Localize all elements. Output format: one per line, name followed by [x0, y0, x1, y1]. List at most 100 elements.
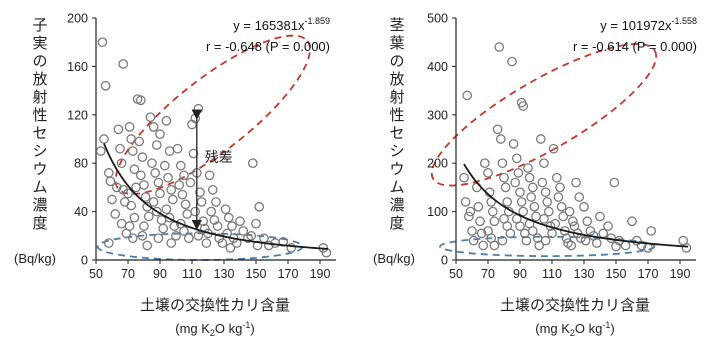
x-tick-label: 110	[182, 267, 202, 281]
y-tick-label: 160	[67, 60, 88, 74]
data-point	[537, 177, 548, 188]
y-axis-label-char: 性	[389, 106, 404, 124]
data-point	[153, 233, 164, 244]
data-point	[190, 206, 201, 217]
data-point	[207, 184, 218, 195]
data-point	[564, 206, 575, 217]
data-point	[220, 204, 231, 215]
x-tick-label: 70	[121, 267, 135, 281]
x-tick-label: 90	[153, 267, 167, 281]
data-point	[145, 112, 156, 123]
y-tick-label: 0	[81, 254, 88, 268]
y-axis-label-char: 射	[32, 88, 47, 106]
data-point	[539, 214, 549, 224]
data-point	[139, 180, 149, 190]
data-point	[553, 192, 564, 202]
data-point	[492, 124, 503, 135]
data-point	[540, 235, 551, 246]
x-tick-label: 90	[513, 267, 527, 281]
fit-equation-base: y = 165381x	[233, 18, 305, 33]
y-tick-label: 400	[427, 60, 448, 74]
data-point	[580, 235, 591, 246]
x-tick-label: 190	[670, 267, 691, 281]
data-point	[252, 240, 263, 251]
data-point	[473, 201, 484, 212]
y-axis-label-char: シ	[389, 142, 404, 160]
data-point	[182, 209, 193, 219]
low-residual-ellipse	[439, 235, 656, 258]
data-point	[487, 206, 498, 217]
y-axis-label-char: 性	[32, 106, 47, 124]
data-point	[527, 182, 538, 193]
data-point	[126, 134, 137, 144]
data-point	[147, 158, 157, 169]
data-point	[463, 211, 474, 222]
data-point	[243, 233, 253, 244]
data-point	[465, 206, 476, 217]
data-point	[107, 194, 117, 205]
data-point	[286, 243, 297, 253]
high-residual-ellipse	[430, 43, 658, 187]
data-point	[166, 238, 177, 248]
data-point	[155, 129, 165, 140]
data-point	[579, 201, 589, 212]
fit-equation-exponent: -1.558	[671, 16, 697, 26]
fit-equation-exponent: -1.859	[304, 16, 330, 26]
data-point	[499, 172, 509, 183]
data-point	[214, 233, 225, 244]
fit-equation: y = 101972x-1.558	[600, 16, 697, 33]
data-point	[539, 158, 549, 169]
data-point	[497, 235, 508, 246]
y-axis-label-char: シ	[32, 142, 47, 160]
data-point	[515, 221, 525, 231]
data-point	[513, 168, 524, 178]
x-tick-label: 50	[89, 267, 103, 281]
data-point	[119, 197, 130, 207]
y-tick-label: 500	[427, 12, 448, 26]
data-point	[227, 221, 237, 231]
data-point	[476, 228, 487, 239]
data-point	[681, 243, 692, 253]
data-point	[206, 206, 217, 217]
data-point	[508, 138, 519, 149]
data-point	[611, 241, 621, 252]
data-point	[166, 184, 177, 195]
x-tick-label: 150	[246, 267, 267, 281]
data-point	[609, 177, 620, 188]
data-point	[646, 226, 657, 236]
data-point	[495, 134, 506, 144]
fit-equation: y = 165381x-1.859	[233, 16, 330, 33]
data-point	[159, 160, 170, 171]
x-unit-prefix: (mg K	[535, 321, 570, 336]
data-point	[527, 226, 538, 236]
data-point	[204, 170, 215, 181]
y-axis-label-char: の	[32, 52, 47, 70]
data-point	[180, 199, 191, 210]
data-point	[563, 238, 573, 248]
x-unit-middle: O kg	[215, 321, 242, 336]
data-point	[99, 134, 109, 144]
x-tick-label: 190	[310, 267, 331, 281]
fit-curve	[103, 143, 329, 250]
data-point	[620, 240, 631, 251]
x-unit-suffix: )	[250, 321, 254, 336]
data-point	[143, 211, 154, 222]
data-point	[179, 170, 189, 181]
data-point	[478, 240, 489, 251]
data-point	[151, 206, 162, 217]
y-axis-label-char: 度	[32, 214, 47, 232]
data-point	[148, 197, 159, 207]
x-axis-label: 土壌の交換性カリ含量	[500, 296, 650, 314]
data-point	[196, 197, 207, 207]
data-point	[127, 233, 138, 244]
data-point	[129, 212, 140, 223]
data-point	[172, 143, 183, 154]
data-point	[115, 143, 125, 154]
x-tick-label: 150	[606, 267, 627, 281]
y-tick-label: 120	[67, 108, 88, 122]
data-point	[100, 80, 111, 91]
data-point	[217, 238, 228, 248]
data-point	[555, 182, 565, 193]
data-point	[116, 218, 127, 229]
